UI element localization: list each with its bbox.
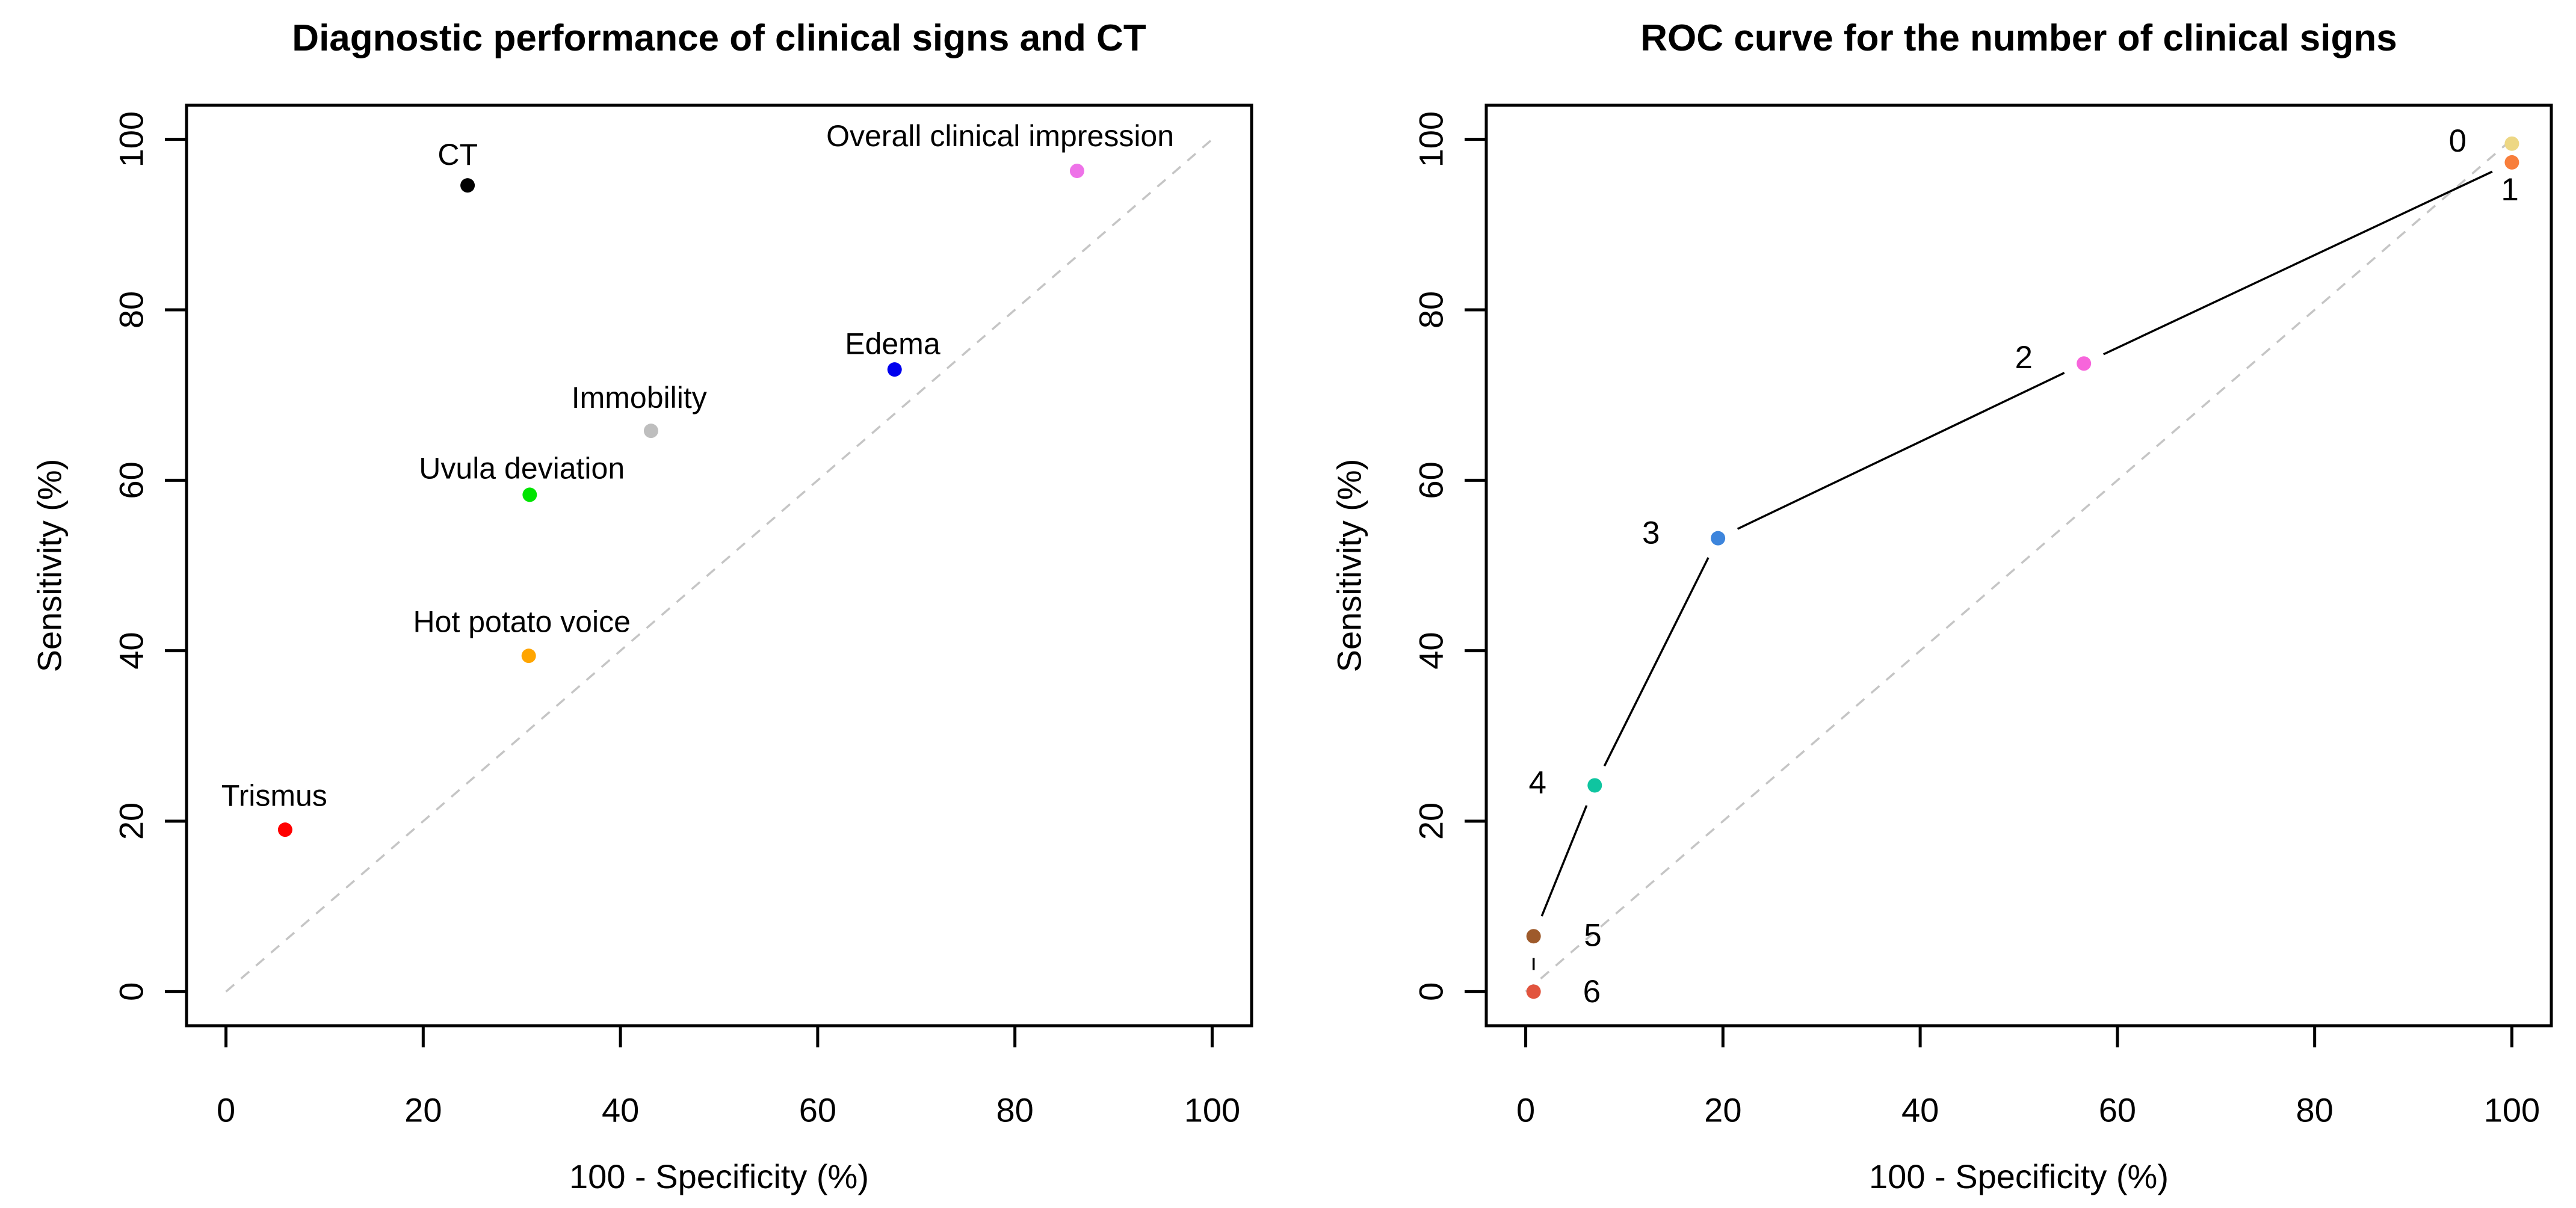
right-chart-title: ROC curve for the number of clinical sig… [1640,17,2397,59]
roc-curve-segment-3-4 [1603,557,1710,767]
y-tick-label-60: 60 [1412,461,1450,499]
point-label-3: 3 [1642,516,1660,551]
data-point-hot-potato-voice [521,649,536,664]
y-tick-label-80: 80 [113,291,150,328]
y-tick-label-20: 20 [113,803,150,840]
point-label-immobility: Immobility [572,381,707,414]
point-label-1: 1 [2501,172,2518,208]
data-point-overall-clinical-impression [1069,164,1084,179]
data-point-2 [2077,356,2092,371]
roc-curve-segment-4-5 [1540,805,1588,917]
right-chart: ROC curve for the number of clinical sig… [1330,17,2553,1195]
data-point-6 [1526,984,1541,999]
data-point-4 [1587,778,1602,793]
x-tick-label-0: 0 [217,1091,235,1129]
point-label-overall-clinical-impression: Overall clinical impression [826,119,1174,153]
x-tick-label-100: 100 [1184,1091,1240,1129]
right-x-axis-label: 100 - Specificity (%) [1869,1157,2169,1195]
data-point-uvula-deviation [522,487,537,502]
y-tick-label-40: 40 [1412,632,1450,670]
data-point-trismus [277,822,292,837]
left-chart: Diagnostic performance of clinical signs… [31,17,1253,1195]
point-label-trismus: Trismus [221,779,327,813]
x-tick-label-80: 80 [2296,1091,2334,1129]
x-tick-label-40: 40 [602,1091,639,1129]
point-label-uvula-deviation: Uvula deviation [419,452,625,485]
x-tick-label-0: 0 [1516,1091,1535,1129]
x-tick-label-80: 80 [996,1091,1034,1129]
left-x-axis-label: 100 - Specificity (%) [569,1157,869,1195]
y-tick-label-0: 0 [113,982,150,1001]
x-tick-label-20: 20 [1704,1091,1741,1129]
roc-curve-segment-1-2 [2103,170,2493,356]
y-tick-label-20: 20 [1412,803,1450,840]
point-label-0: 0 [2449,123,2466,159]
point-label-5: 5 [1584,917,1601,953]
x-tick-label-60: 60 [799,1091,836,1129]
y-tick-label-100: 100 [113,111,150,167]
y-tick-label-60: 60 [113,461,150,499]
point-label-6: 6 [1583,974,1601,1009]
x-tick-label-20: 20 [404,1091,442,1129]
right-y-axis-label: Sensitivity (%) [1330,459,1368,673]
data-point-3 [1711,531,1726,546]
x-tick-label-60: 60 [2099,1091,2136,1129]
y-tick-label-100: 100 [1412,111,1450,167]
data-point-immobility [643,424,658,439]
roc-curve-segment-2-3 [1737,372,2065,530]
point-label-4: 4 [1528,765,1546,801]
left-plot-area: 0 20 40 60 80 100 0 20 40 60 80 100 Trismus Hot potat… [113,103,1253,1129]
point-label-2: 2 [2015,340,2032,375]
data-point-ct [460,178,475,193]
data-point-0 [2504,136,2519,151]
data-point-1 [2504,155,2519,170]
point-label-edema: Edema [845,327,941,361]
y-tick-label-0: 0 [1412,982,1450,1001]
x-tick-label-40: 40 [1901,1091,1939,1129]
diagonal-reference-line [225,138,1213,993]
point-label-hot-potato-voice: Hot potato voice [413,605,631,639]
x-tick-label-100: 100 [2484,1091,2540,1129]
y-tick-label-40: 40 [113,632,150,670]
data-point-edema [887,362,902,377]
left-y-axis-label: Sensitivity (%) [31,459,69,673]
point-label-ct: CT [437,138,478,171]
data-point-5 [1526,929,1541,944]
y-tick-label-80: 80 [1412,291,1450,328]
plot-box [185,103,1253,1028]
plot-box [1484,103,2553,1028]
diagonal-reference-line [1525,138,2513,993]
left-chart-title: Diagnostic performance of clinical signs… [292,17,1146,59]
